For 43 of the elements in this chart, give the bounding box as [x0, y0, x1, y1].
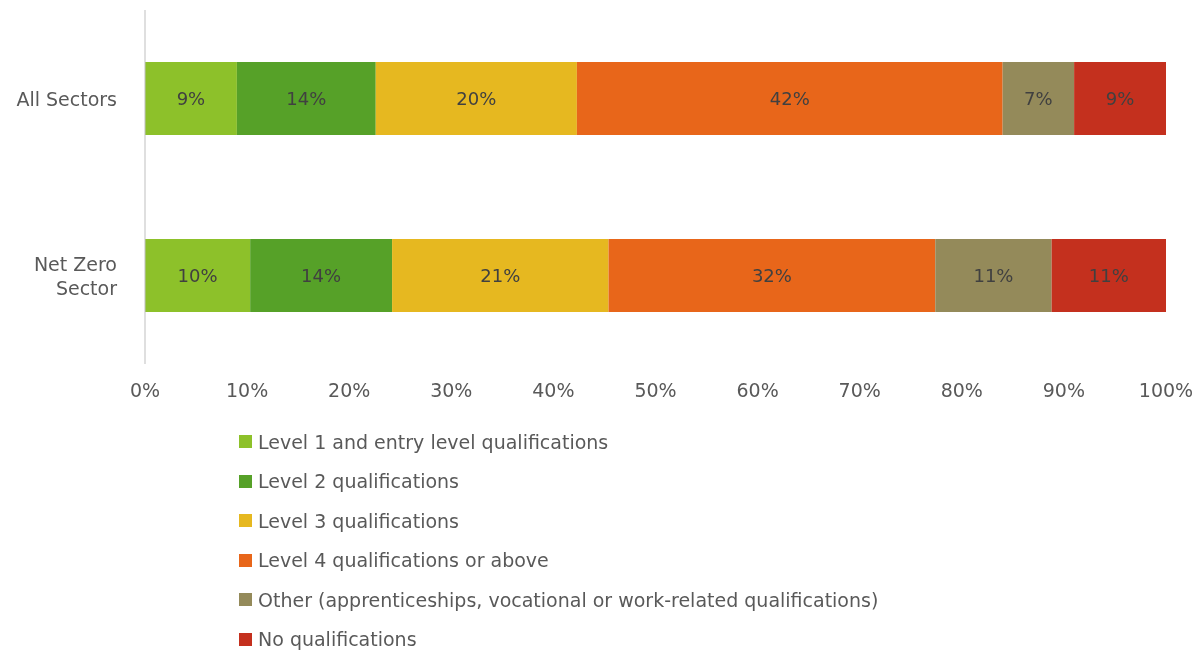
x-tick-label: 80% [940, 379, 983, 402]
bar [145, 239, 251, 312]
bar [576, 62, 1003, 135]
data-label: 7% [1024, 88, 1053, 109]
x-tick-label: 60% [736, 379, 779, 402]
bar [250, 239, 393, 312]
data-label: 11% [1088, 265, 1129, 286]
x-tick-label: 0% [129, 379, 161, 402]
data-label: 21% [480, 265, 521, 286]
data-label: 9% [176, 88, 206, 109]
bar [145, 62, 237, 135]
data-label: 9% [1105, 88, 1135, 109]
x-tick-label: 30% [430, 379, 473, 402]
y-tick-label: Net Zero Sector [33, 252, 118, 299]
data-label: 20% [456, 88, 497, 109]
x-tick-label: 90% [1042, 379, 1086, 402]
data-label: 42% [769, 88, 810, 109]
legend-label: Level 2 qualifications [258, 470, 459, 493]
x-tick-label: 50% [634, 379, 677, 402]
bar [608, 239, 936, 312]
data-label: 32% [751, 265, 792, 286]
data-label: 14% [301, 265, 342, 286]
data-label: 11% [973, 265, 1014, 286]
bar [1002, 62, 1075, 135]
bar [935, 239, 1052, 312]
bar [392, 239, 609, 312]
legend-label: Level 3 qualifications [258, 509, 459, 532]
legend-label: Other (apprenticeships, vocational or work-related qualifications) [258, 588, 879, 611]
bar [375, 62, 577, 135]
x-tick-label: 10% [225, 379, 269, 402]
x-tick-label: 20% [328, 379, 371, 402]
bar [1051, 239, 1166, 312]
x-tick-label: 70% [838, 379, 881, 402]
legend-label: No qualifications [258, 628, 417, 651]
y-tick-label: All Sectors [16, 87, 117, 110]
legend-label: Level 1 and entry level qualifications [258, 430, 609, 453]
data-label: 14% [286, 88, 327, 109]
bar [1074, 62, 1166, 135]
x-tick-label: 100% [1138, 379, 1194, 402]
bar [236, 62, 376, 135]
data-label: 10% [177, 265, 218, 286]
x-tick-label: 40% [532, 379, 575, 402]
legend-label: Level 4 qualifications or above [258, 549, 549, 572]
